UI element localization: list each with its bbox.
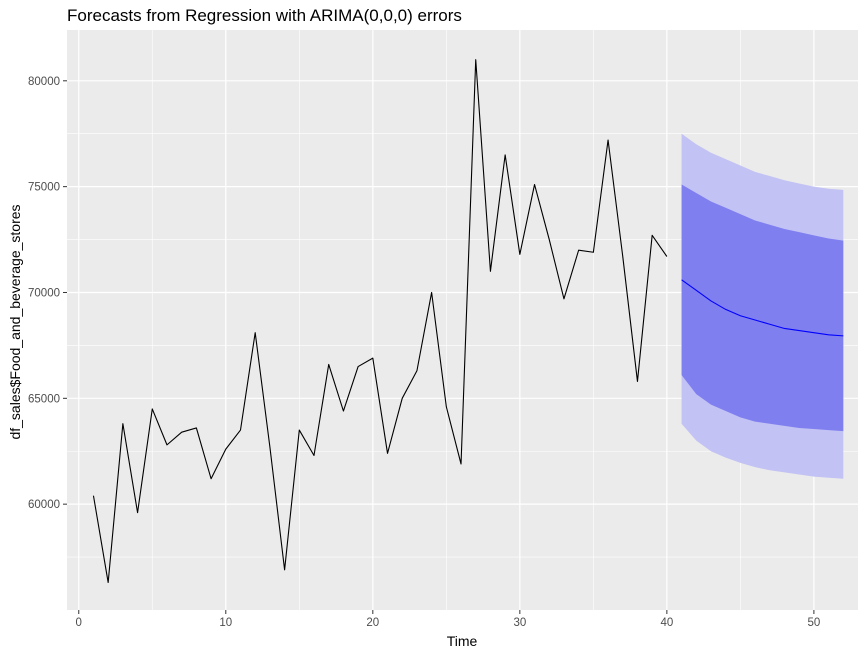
y-tick-label: 60000 — [28, 499, 60, 511]
axis-ticks — [63, 80, 815, 614]
y-tick-label: 75000 — [28, 182, 60, 194]
series-lines — [92, 59, 844, 584]
x-tick-label: 40 — [660, 617, 673, 629]
x-tick-label: 50 — [807, 617, 820, 629]
x-tick-label: 20 — [366, 617, 379, 629]
axis-tick-labels: 0 10 20 30 40 50 60000 65000 70000 75000 80000 — [28, 76, 820, 629]
y-axis-title: df_sales$Food_and_beverage_stores — [7, 204, 23, 439]
x-tick-label: 10 — [219, 617, 232, 629]
y-tick-label: 80000 — [28, 76, 60, 88]
prediction-intervals — [681, 133, 844, 479]
x-tick-label: 30 — [513, 617, 526, 629]
observed-line — [92, 59, 668, 584]
x-tick-label: 0 — [76, 617, 82, 629]
x-axis-title: Time — [447, 633, 478, 649]
y-tick-label: 65000 — [28, 393, 60, 405]
forecast-line — [681, 279, 844, 337]
band-80 — [681, 184, 844, 432]
y-tick-label: 70000 — [28, 287, 60, 299]
chart-title: Forecasts from Regression with ARIMA(0,0… — [67, 6, 462, 25]
